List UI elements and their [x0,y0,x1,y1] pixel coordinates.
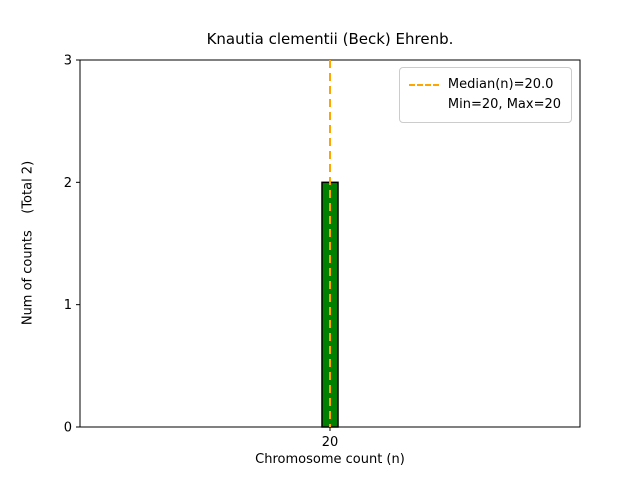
y-tick-label: 3 [64,54,72,69]
y-tick-label: 2 [64,176,72,191]
legend: Median(n)=20.0 Min=20, Max=20 [398,67,572,123]
legend-median-label: Median(n)=20.0 [447,77,554,92]
chart-title: Knautia clementii (Beck) Ehrenb. [206,30,454,48]
x-tick-label: 20 [322,435,339,450]
y-tick-label: 1 [64,298,72,313]
legend-entry-median: Median(n)=20.0 [408,75,561,95]
legend-minmax-label: Min=20, Max=20 [447,97,561,112]
median-dashed-line-icon [408,84,439,86]
legend-entry-minmax: Min=20, Max=20 [409,95,561,115]
legend-empty-handle [409,104,439,106]
x-axis-label: Chromosome count (n) [255,452,405,467]
y-tick-label: 0 [64,421,72,436]
